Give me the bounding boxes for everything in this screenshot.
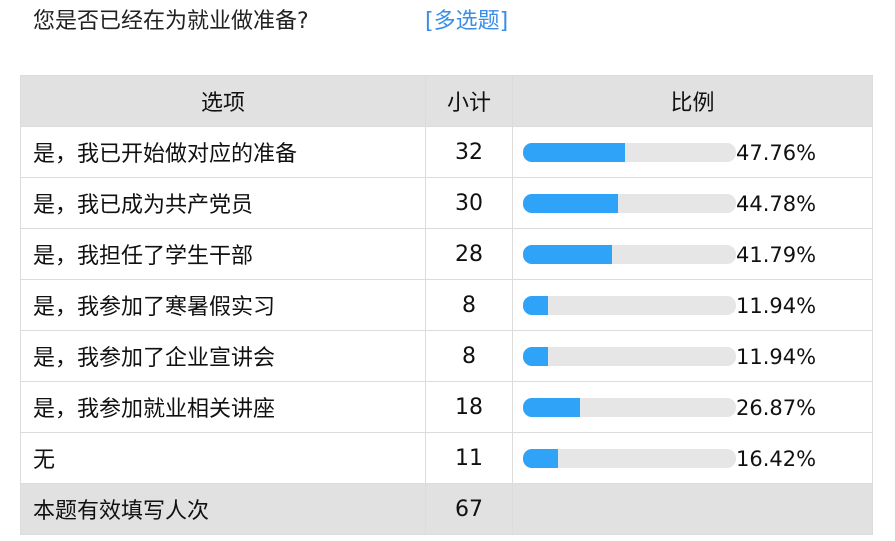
option-percent: 41.79% bbox=[736, 242, 817, 267]
percent-bar-fill bbox=[523, 296, 549, 315]
option-percent-cell: 16.42% bbox=[512, 432, 873, 484]
percent-bar bbox=[523, 398, 736, 417]
percent-bar-fill bbox=[523, 143, 625, 162]
option-label: 是，我参加了企业宣讲会 bbox=[20, 330, 426, 382]
total-row: 本题有效填写人次 67 bbox=[20, 483, 873, 535]
results-table: 选项 小计 比例 是，我已开始做对应的准备 32 47.76% 是，我已成为共产党… bbox=[20, 75, 873, 535]
option-percent: 11.94% bbox=[736, 293, 817, 318]
option-count: 28 bbox=[425, 228, 513, 280]
option-percent-cell: 26.87% bbox=[512, 381, 873, 433]
percent-bar-fill bbox=[523, 398, 581, 417]
option-percent-cell: 41.79% bbox=[512, 228, 873, 280]
option-percent: 26.87% bbox=[736, 395, 817, 420]
table-row: 是，我担任了学生干部 28 41.79% bbox=[20, 228, 873, 280]
option-percent-cell: 11.94% bbox=[512, 330, 873, 382]
total-empty-cell bbox=[512, 483, 873, 535]
percent-bar bbox=[523, 347, 736, 366]
option-label: 是，我参加就业相关讲座 bbox=[20, 381, 426, 433]
option-label: 是，我已成为共产党员 bbox=[20, 177, 426, 229]
option-percent: 16.42% bbox=[736, 446, 817, 471]
option-label: 是，我已开始做对应的准备 bbox=[20, 126, 426, 178]
percent-bar bbox=[523, 245, 736, 264]
option-percent-cell: 11.94% bbox=[512, 279, 873, 331]
percent-bar bbox=[523, 296, 736, 315]
header-option: 选项 bbox=[20, 75, 426, 127]
table-row: 无 11 16.42% bbox=[20, 432, 873, 484]
option-count: 32 bbox=[425, 126, 513, 178]
option-percent-cell: 47.76% bbox=[512, 126, 873, 178]
option-label: 是，我担任了学生干部 bbox=[20, 228, 426, 280]
percent-bar-fill bbox=[523, 245, 612, 264]
table-row: 是，我参加了企业宣讲会 8 11.94% bbox=[20, 330, 873, 382]
table-row: 是，我参加就业相关讲座 18 26.87% bbox=[20, 381, 873, 433]
option-count: 8 bbox=[425, 330, 513, 382]
option-count: 30 bbox=[425, 177, 513, 229]
header-count: 小计 bbox=[425, 75, 513, 127]
percent-bar-fill bbox=[523, 347, 549, 366]
table-header: 选项 小计 比例 bbox=[20, 75, 873, 127]
percent-bar bbox=[523, 194, 736, 213]
percent-bar bbox=[523, 143, 736, 162]
option-count: 11 bbox=[425, 432, 513, 484]
option-count: 8 bbox=[425, 279, 513, 331]
option-percent: 44.78% bbox=[736, 191, 817, 216]
percent-bar-fill bbox=[523, 449, 558, 468]
option-count: 18 bbox=[425, 381, 513, 433]
table-row: 是，我已成为共产党员 30 44.78% bbox=[20, 177, 873, 229]
option-label: 无 bbox=[20, 432, 426, 484]
table-row: 是，我已开始做对应的准备 32 47.76% bbox=[20, 126, 873, 178]
option-percent-cell: 44.78% bbox=[512, 177, 873, 229]
option-percent: 11.94% bbox=[736, 344, 817, 369]
option-percent: 47.76% bbox=[736, 140, 817, 165]
percent-bar bbox=[523, 449, 736, 468]
question-title: 您是否已经在为就业做准备? bbox=[33, 9, 309, 34]
percent-bar-fill bbox=[523, 194, 619, 213]
option-label: 是，我参加了寒暑假实习 bbox=[20, 279, 426, 331]
table-row: 是，我参加了寒暑假实习 8 11.94% bbox=[20, 279, 873, 331]
total-label: 本题有效填写人次 bbox=[20, 483, 426, 535]
total-count: 67 bbox=[425, 483, 513, 535]
question-type-tag: [多选题] bbox=[425, 9, 509, 34]
header-percent: 比例 bbox=[512, 75, 873, 127]
